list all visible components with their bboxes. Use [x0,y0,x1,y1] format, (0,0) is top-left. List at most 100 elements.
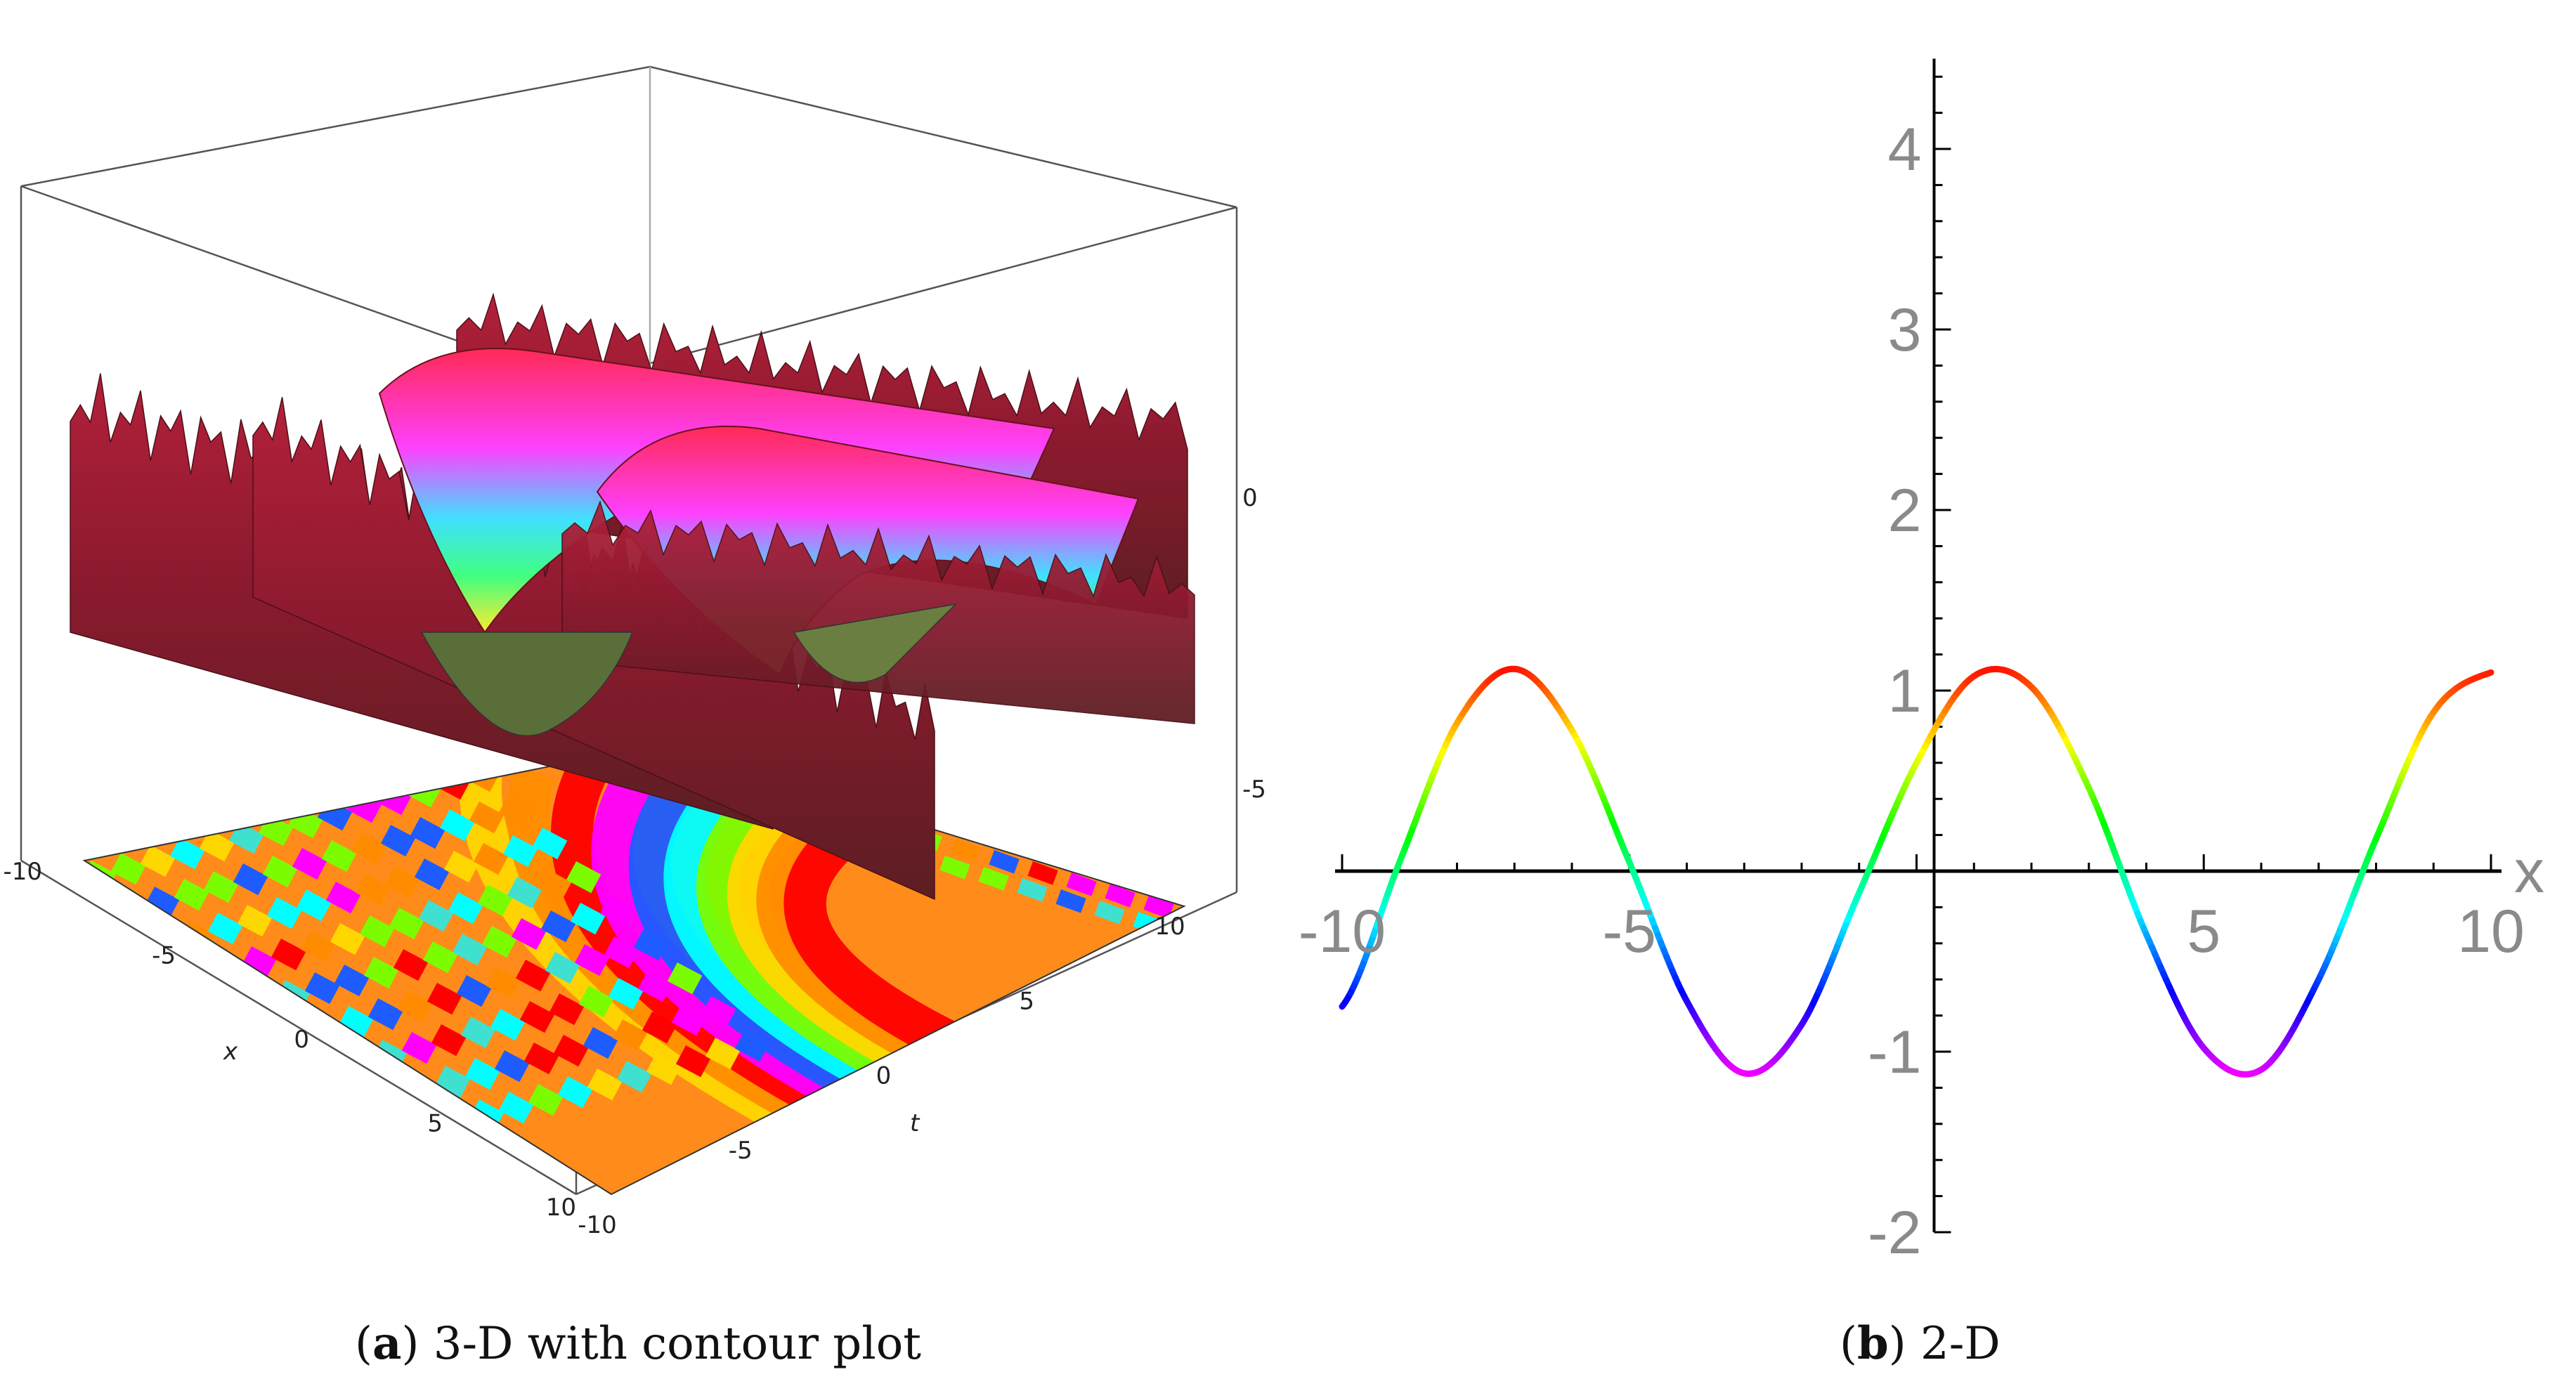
x-tick-label: 0 [294,1026,309,1054]
contour-cell [494,1050,530,1083]
contour-cell [950,839,981,863]
y-tick-label: 2 [1888,477,1922,544]
contour-cell [140,845,176,877]
contour-cell [199,829,235,862]
contour-cell [612,1019,648,1052]
x-axis-label: x [2514,838,2544,906]
contour-cell [608,978,644,1010]
x-tick-label: 10 [2457,898,2525,965]
contour-cell [321,840,357,873]
contour-cell [376,1081,412,1113]
contour-cell [637,970,673,1002]
contour-cell [182,962,218,994]
z-tick-label: -5 [1242,776,1266,804]
caption-a: (a) 3-D with contour plot [355,1317,921,1370]
3d-surface [70,292,1195,901]
surface-dip-2 [793,603,958,684]
t-tick-label: 5 [1019,987,1034,1015]
contour-cell [633,929,669,961]
contour-cell [393,949,429,981]
contour-cell [245,987,281,1020]
contour-cell [342,1047,378,1080]
contour-cell [283,1063,319,1095]
z-tick-label: 0 [1242,484,1258,512]
contour-cell [380,825,416,857]
x-tick-label: 5 [427,1110,443,1138]
contour-cell [346,1089,382,1121]
contour-cell [469,802,505,834]
contour-cell [553,1034,589,1067]
contour-cell [389,907,424,940]
x-tick-label: -10 [1299,898,1386,965]
contour-cell [464,1058,500,1090]
y-tick-label: 1 [1888,658,1922,725]
panel-b-2d-line-plot: -10 -5 5 10 -2 -1 1 2 3 4 x [1299,58,2544,1267]
y-tick-label: -2 [1868,1199,1921,1267]
caption-a-letter: a [372,1317,402,1370]
contour-cell [540,910,576,943]
t-tick-label: 10 [1154,913,1185,941]
contour-cell [671,1003,707,1036]
y-tick-label: 3 [1888,296,1922,364]
contour-cell [144,886,180,919]
contour-cell [646,1053,682,1085]
contour-cell [410,816,445,849]
contour-cell [452,933,488,966]
contour-cell [1027,861,1058,885]
contour-cell [456,974,492,1007]
contour-cell [502,835,538,868]
contour-cell [401,1032,437,1064]
contour-cell [304,972,340,1005]
contour-cell [549,993,585,1026]
contour-cell [435,1065,471,1098]
contour-cell [532,828,568,860]
contour-cell [296,889,332,922]
contour-cell [498,1091,534,1124]
t-tick-label: -10 [578,1211,617,1239]
contour-cell [1143,895,1174,919]
contour-cell [616,1061,652,1093]
contour-cell [545,952,580,984]
caption-b-text: 2-D [1920,1318,2001,1370]
contour-cell [642,1011,677,1044]
contour-cell [237,905,273,937]
contour-cell [515,960,551,992]
contour-cell [574,943,610,976]
contour-cell [675,1045,711,1078]
contour-cell [566,861,601,894]
contour-cell [557,1076,593,1109]
contour-cell [477,884,513,917]
contour-cell [939,856,970,880]
y-tick-label: 4 [1888,116,1922,183]
contour-cell [169,837,205,870]
contour-cell [498,794,534,826]
caption-a-text: 3-D with contour plot [433,1318,921,1370]
contour-cell [414,858,450,891]
contour-cell [422,941,458,974]
contour-cell [351,832,386,865]
contour-cell [734,1030,770,1062]
contour-cell [667,962,703,995]
caption-b-letter: b [1856,1317,1889,1370]
contour-cell [701,996,736,1028]
2d-curve [1339,665,2494,1078]
contour-cell [292,847,327,880]
contour-cell [384,866,420,899]
y-tick-label: -1 [1868,1019,1921,1086]
t-axis-label: t [910,1109,921,1137]
contour-cell [355,874,391,906]
t-tick-label: 0 [876,1062,892,1090]
contour-cell [511,917,547,950]
contour-cell [216,995,252,1028]
contour-cell [448,892,483,925]
contour-cell [241,946,277,979]
contour-cell [1105,884,1136,908]
contour-cell [604,936,639,969]
contour-cell [317,1096,353,1129]
contour-cell [262,856,298,888]
contour-cell [989,850,1020,874]
contour-cell [431,1024,467,1057]
